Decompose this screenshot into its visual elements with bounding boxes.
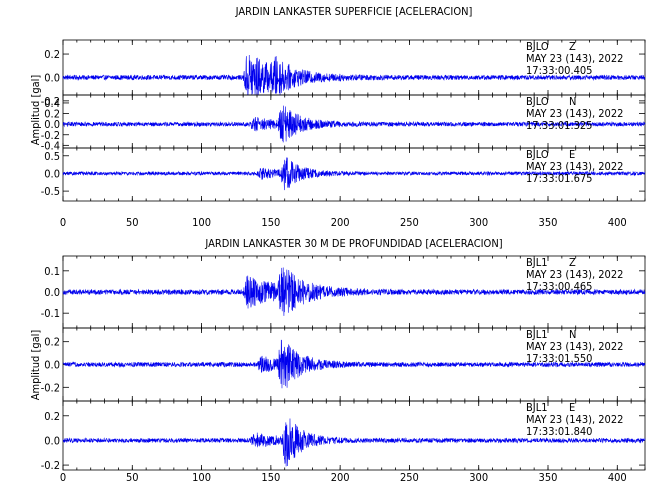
y-tick-label: -0.1 xyxy=(41,307,60,320)
x-tick-label: 50 xyxy=(126,216,139,229)
y-tick-label: -0.2 xyxy=(41,381,60,394)
waveform-trace xyxy=(62,418,646,467)
date-label: MAY 23 (143), 2022 xyxy=(526,340,623,353)
date-label: MAY 23 (143), 2022 xyxy=(526,268,623,281)
station-label: BJLO xyxy=(526,40,549,53)
station-label: BJL1 xyxy=(526,401,548,414)
time-label: 17:33:00.465 xyxy=(526,280,592,293)
x-tick-label: 350 xyxy=(539,471,558,484)
x-tick-label: 100 xyxy=(192,471,211,484)
x-tick-label: 350 xyxy=(539,216,558,229)
y-tick-label: -0.5 xyxy=(41,185,60,198)
date-label: MAY 23 (143), 2022 xyxy=(526,107,623,120)
x-tick-label: 300 xyxy=(469,471,488,484)
x-tick-label: 0 xyxy=(60,471,66,484)
y-axis-label: Amplitud [gal] xyxy=(29,75,42,146)
y-tick-label: 0.2 xyxy=(44,336,60,349)
waveform-trace xyxy=(62,339,646,389)
y-tick-label: 0.0 xyxy=(44,434,60,447)
x-tick-label: 100 xyxy=(192,216,211,229)
time-label: 17:33:01.325 xyxy=(526,119,592,132)
chart-title: JARDIN LANKASTER SUPERFICIE [ACELERACION… xyxy=(235,5,473,18)
y-tick-label: -0.2 xyxy=(41,95,60,108)
x-tick-label: 400 xyxy=(608,216,627,229)
component-label: E xyxy=(569,148,575,161)
y-tick-label: 0.0 xyxy=(44,359,60,372)
chart-title: JARDIN LANKASTER 30 M DE PROFUNDIDAD [AC… xyxy=(204,237,502,250)
date-label: MAY 23 (143), 2022 xyxy=(526,413,623,426)
y-tick-label: -0.4 xyxy=(41,139,60,152)
y-tick-label: 0.0 xyxy=(44,71,60,84)
y-axis-label: Amplitud [gal] xyxy=(29,330,42,401)
x-tick-label: 50 xyxy=(126,471,139,484)
y-tick-label: -0.2 xyxy=(41,129,60,142)
y-tick-label: 0.0 xyxy=(44,167,60,180)
date-label: MAY 23 (143), 2022 xyxy=(526,160,623,173)
waveform-trace xyxy=(62,105,646,143)
component-label: N xyxy=(569,95,576,108)
station-label: BJL1 xyxy=(526,256,548,269)
x-tick-label: 150 xyxy=(261,471,280,484)
x-tick-label: 300 xyxy=(469,216,488,229)
x-tick-label: 250 xyxy=(400,216,419,229)
y-tick-label: 0.2 xyxy=(44,108,60,121)
waveform-trace xyxy=(62,267,646,316)
time-label: 17:33:01.675 xyxy=(526,172,592,185)
time-label: 17:33:01.840 xyxy=(526,425,592,438)
x-tick-label: 150 xyxy=(261,216,280,229)
waveform-trace xyxy=(62,157,646,191)
surface-seismogram-group: JARDIN LANKASTER SUPERFICIE [ACELERACION… xyxy=(29,5,646,229)
station-label: BJL1 xyxy=(526,328,548,341)
y-tick-label: 0.0 xyxy=(44,118,60,131)
x-tick-label: 250 xyxy=(400,471,419,484)
y-tick-label: 0.5 xyxy=(44,150,60,163)
time-label: 17:33:01.550 xyxy=(526,352,592,365)
component-label: Z xyxy=(569,256,576,269)
y-tick-label: 0.1 xyxy=(44,265,60,278)
depth-seismogram-group: JARDIN LANKASTER 30 M DE PROFUNDIDAD [AC… xyxy=(29,237,646,484)
y-tick-label: 0.0 xyxy=(44,286,60,299)
y-tick-label: 0.2 xyxy=(44,410,60,423)
y-tick-label: 0.4 xyxy=(44,97,60,110)
x-tick-label: 0 xyxy=(60,216,66,229)
y-tick-label: -0.2 xyxy=(41,459,60,472)
date-label: MAY 23 (143), 2022 xyxy=(526,52,623,65)
x-tick-label: 200 xyxy=(331,471,350,484)
x-tick-label: 400 xyxy=(608,471,627,484)
time-label: 17:33:00.405 xyxy=(526,64,592,77)
component-label: Z xyxy=(569,40,576,53)
component-label: N xyxy=(569,328,576,341)
waveform-trace xyxy=(62,54,646,96)
component-label: E xyxy=(569,401,575,414)
x-tick-label: 200 xyxy=(331,216,350,229)
station-label: BJLO xyxy=(526,95,549,108)
y-tick-label: 0.2 xyxy=(44,48,60,61)
station-label: BJLO xyxy=(526,148,549,161)
